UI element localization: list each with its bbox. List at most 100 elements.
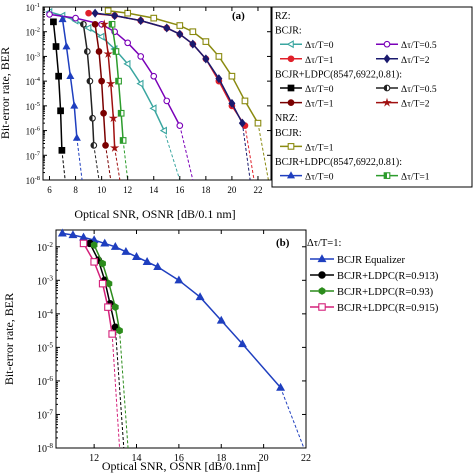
y-tick-label: 10-7 (26, 150, 41, 161)
legend-swatch-marker (286, 171, 296, 179)
data-point (132, 252, 141, 260)
data-point (102, 142, 109, 149)
data-point (66, 71, 75, 79)
data-point (104, 7, 112, 15)
series-line (49, 11, 165, 131)
y-tick-label: 10-5 (37, 341, 53, 354)
series-2 (90, 241, 129, 449)
x-tick-label: 22 (253, 185, 262, 195)
series-extrapolation-line (111, 333, 121, 449)
series-4 (50, 18, 66, 181)
y-tick-label: 10-4 (26, 76, 41, 87)
series-0 (57, 228, 305, 449)
series-extrapolation-line (76, 137, 83, 181)
series-extrapolation-line (93, 145, 100, 181)
panel-b-legend: Δτ/T=1: BCJR Equalizer BCJR+LDPC(R=0.913) B… (307, 238, 439, 314)
data-point (57, 107, 64, 115)
x-tick-label: 20 (259, 453, 269, 464)
data-point (91, 20, 99, 28)
legend-swatch-marker (318, 303, 326, 311)
data-point (100, 238, 110, 247)
data-point (215, 74, 223, 84)
x-tick-label: 16 (175, 185, 185, 195)
panel-a-label: (a) (232, 10, 245, 22)
data-point (124, 39, 132, 47)
data-point (108, 113, 119, 123)
panel-b-plot-frame (55, 229, 307, 449)
series-extrapolation-line (163, 130, 181, 181)
legend-swatch-marker (383, 54, 391, 64)
data-point (50, 18, 57, 26)
legend-header: NRZ: (275, 113, 298, 124)
data-point (98, 77, 105, 85)
data-point (80, 20, 87, 28)
data-point (46, 11, 53, 18)
y-tick-label: 10-1 (26, 2, 40, 13)
data-point (117, 109, 125, 117)
data-point (237, 339, 247, 348)
data-point (97, 32, 105, 41)
data-point (163, 23, 171, 33)
series-extrapolation-line (119, 330, 129, 449)
y-tick-label: 10-8 (37, 442, 53, 455)
legend-label: Δτ/T=2 (401, 56, 430, 66)
data-point (115, 77, 122, 85)
data-point (108, 330, 116, 338)
series-extrapolation-line (257, 123, 269, 181)
legend-swatch-marker (383, 40, 391, 48)
data-point (119, 137, 127, 144)
x-tick-label: 8 (73, 185, 78, 195)
data-point (124, 9, 132, 17)
series-6 (91, 20, 112, 181)
series-line (52, 21, 63, 151)
y-tick-label: 10-6 (26, 126, 41, 137)
panel-a-legend: RZ:BCJR:Δτ/T=0 Δτ/T=0.5Δτ/T=1 Δτ/T=2BCJR+L… (271, 6, 473, 188)
data-point (108, 20, 116, 28)
legend-header: BCJR: (275, 26, 302, 37)
data-point (84, 23, 92, 33)
data-point (98, 279, 107, 288)
series-extrapolation-line (244, 125, 255, 181)
data-point (150, 72, 158, 80)
data-point (72, 133, 81, 141)
data-point (99, 259, 106, 268)
panel-a-chart: 10-1 10-2 10-3 10-4 10-5 10-6 10-7 10-8 6 8 10 12 1… (0, 2, 272, 221)
y-tick-label: 10-8 (26, 175, 40, 186)
y-tick-label: 10-2 (26, 27, 40, 38)
series-extrapolation-line (114, 327, 125, 449)
data-point (70, 101, 79, 109)
data-point (110, 241, 120, 250)
legend-swatch-marker (318, 287, 326, 295)
data-point (176, 22, 184, 29)
data-point (241, 97, 249, 105)
legend-label: BCJR+LDPC(R=0.93) (337, 287, 434, 298)
data-point (86, 77, 94, 85)
data-point (103, 49, 113, 58)
y-tick-label: 10-6 (37, 375, 53, 388)
data-point (174, 275, 184, 284)
legend-label: Δτ/T=1 (305, 56, 334, 66)
data-point (58, 15, 67, 23)
legend-swatch-marker (318, 271, 326, 279)
data-point (238, 118, 246, 128)
data-point (136, 79, 144, 88)
x-tick-label: 14 (149, 185, 159, 195)
x-tick-label: 12 (89, 453, 99, 464)
data-point (228, 98, 236, 108)
x-tick-label: 18 (201, 185, 211, 195)
panel-a-x-axis-label: Optical SNR, OSNR [dB/0.1 nm] (74, 207, 235, 221)
x-tick-label: 22 (301, 453, 311, 464)
data-point (202, 54, 210, 64)
data-point (111, 11, 119, 21)
data-point (189, 39, 197, 49)
legend-title: Δτ/T=1: (307, 238, 341, 249)
data-point (89, 114, 96, 122)
data-point (90, 142, 98, 149)
data-point (58, 146, 66, 154)
legend-label: Δτ/T=1 (401, 173, 430, 183)
x-tick-label: 12 (123, 185, 132, 195)
data-point (83, 48, 91, 55)
legend-label: BCJR+LDPC(R=0.913) (337, 271, 439, 282)
data-point (150, 14, 158, 22)
